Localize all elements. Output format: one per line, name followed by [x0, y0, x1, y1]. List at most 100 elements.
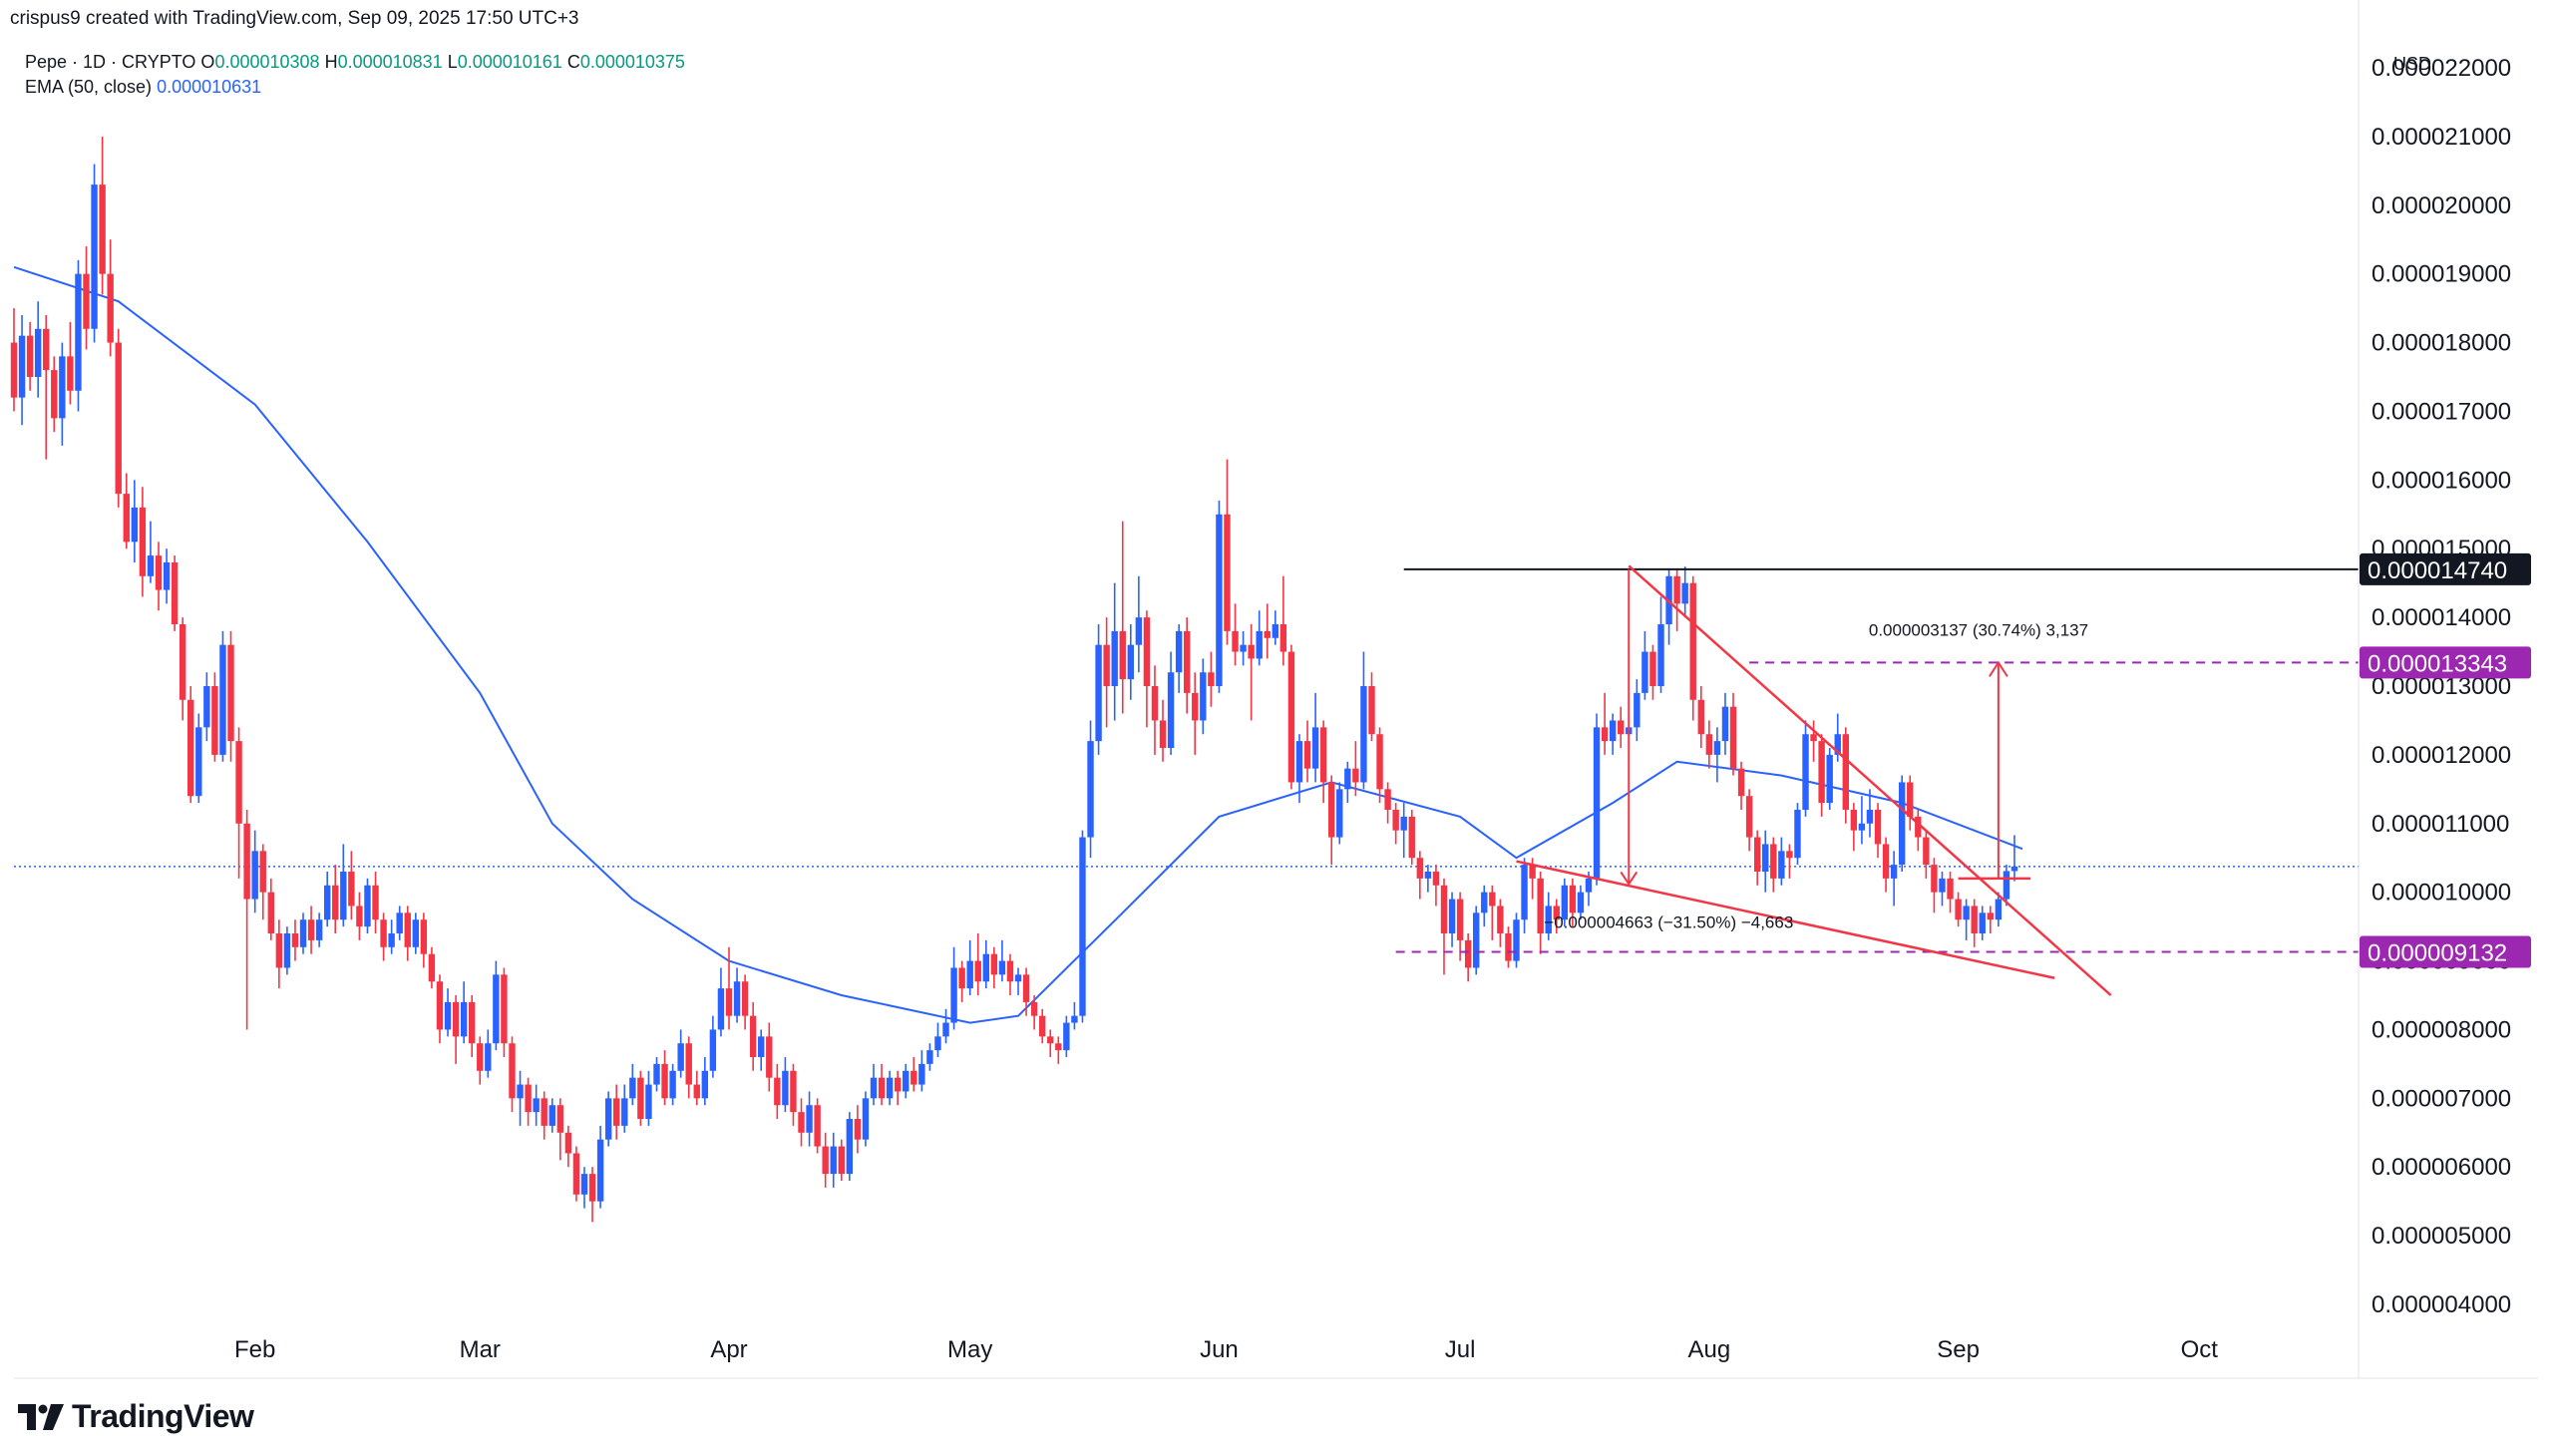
candle-body: [782, 1070, 789, 1106]
candle-body: [1641, 651, 1648, 693]
candle-body: [1577, 892, 1585, 913]
candle: [958, 960, 965, 1002]
candle: [1328, 775, 1335, 866]
ema-value: 0.000010631: [157, 77, 262, 97]
candle: [83, 246, 90, 350]
candle: [1915, 810, 1922, 852]
candle: [1095, 624, 1102, 755]
candle: [1987, 906, 1995, 933]
candle-body: [1167, 672, 1175, 748]
candle-body: [420, 919, 428, 954]
candle-body: [1923, 837, 1930, 866]
candle-body: [1208, 672, 1215, 686]
ema-label[interactable]: EMA (50, close): [25, 77, 153, 97]
candle: [1264, 603, 1271, 659]
candle-body: [123, 494, 130, 543]
price-tick-label: 0.000007000: [2371, 1085, 2511, 1112]
candle: [1745, 789, 1753, 852]
high-value: 0.000010831: [337, 52, 443, 72]
measure-up-arrowhead: [1989, 660, 2008, 677]
candle: [155, 542, 163, 611]
price-tick-label: 0.000017000: [2371, 398, 2511, 425]
candle-body: [1794, 810, 1801, 859]
candle: [1874, 803, 1882, 859]
candle: [604, 1091, 612, 1147]
low-label: L: [447, 52, 458, 72]
candle-body: [1079, 837, 1086, 1016]
candle-body: [1618, 720, 1625, 735]
candle-body: [1368, 686, 1375, 735]
ema-row: EMA (50, close) 0.000010631: [25, 75, 685, 100]
price-tick-label: 0.000021000: [2371, 124, 2511, 151]
candle: [1939, 872, 1946, 907]
candle: [1882, 837, 1890, 893]
candle-body: [1344, 768, 1351, 790]
candle-body: [653, 1063, 660, 1085]
candle: [1609, 713, 1617, 755]
candle-body: [1963, 906, 1970, 920]
candle: [1481, 885, 1488, 927]
candle-body: [75, 273, 82, 391]
candle-body: [404, 912, 411, 947]
candle: [982, 939, 989, 989]
candle-body: [1038, 1015, 1046, 1037]
candle-body: [1802, 734, 1809, 810]
candle: [798, 1098, 805, 1147]
candle-body: [356, 906, 363, 927]
candle-body: [1047, 1036, 1054, 1044]
symbol-label[interactable]: Pepe · 1D · CRYPTO: [25, 52, 196, 72]
candle-body: [147, 555, 155, 576]
candle-body: [621, 1098, 628, 1126]
price-axis[interactable]: 0.000022000 0.000021000 0.000020000 0.00001…: [2371, 55, 2511, 1318]
candle: [452, 995, 460, 1064]
tradingview-brand[interactable]: TradingView: [18, 1398, 254, 1435]
candle-body: [299, 919, 307, 947]
candle: [51, 356, 58, 433]
time-axis[interactable]: Feb Mar Apr May Jun Jul Aug Sep Oct: [234, 1336, 2218, 1363]
candle: [862, 1091, 870, 1147]
candle-body: [717, 988, 725, 1030]
candle-body: [211, 686, 218, 755]
candle-body: [1729, 706, 1737, 769]
candle: [291, 919, 299, 961]
candle: [1079, 830, 1086, 1023]
candle-body: [934, 1036, 941, 1051]
candle: [725, 946, 733, 1030]
candle-body: [469, 1001, 476, 1044]
candle: [1907, 775, 1914, 831]
candle: [1111, 582, 1118, 721]
candle: [420, 912, 428, 968]
candle: [1295, 734, 1303, 804]
candle: [1071, 1001, 1078, 1030]
candle-body: [629, 1077, 636, 1099]
candle: [1577, 885, 1585, 920]
candle: [806, 1091, 813, 1147]
candle-body: [1762, 844, 1769, 872]
candle-body: [1095, 644, 1102, 742]
open-label: O: [200, 52, 215, 72]
candle: [1641, 630, 1648, 700]
candle-body: [348, 872, 355, 907]
candle: [1713, 727, 1721, 783]
candle: [1192, 672, 1199, 755]
candle-body: [572, 1153, 580, 1195]
candle: [1721, 692, 1729, 755]
candle: [315, 912, 323, 947]
candle: [1448, 892, 1456, 947]
candle: [187, 686, 194, 804]
candle: [556, 1098, 564, 1161]
candle: [1038, 1008, 1046, 1044]
candle: [621, 1084, 628, 1133]
candle-body: [525, 1084, 532, 1113]
candle-body: [1521, 865, 1528, 920]
candle: [1216, 501, 1223, 693]
candle-body: [155, 555, 163, 590]
candle-body: [556, 1105, 564, 1133]
candle-body: [1955, 899, 1962, 920]
candle: [1127, 624, 1135, 700]
candle: [541, 1091, 547, 1140]
time-tick-label: Mar: [460, 1336, 501, 1363]
price-tick-label: 0.000010000: [2371, 880, 2511, 907]
candle-body: [822, 1146, 829, 1175]
